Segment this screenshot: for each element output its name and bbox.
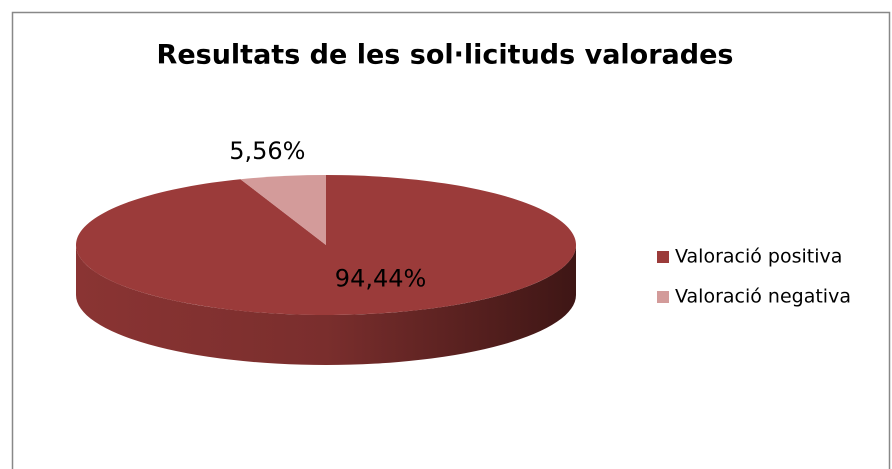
pie-slice [76, 175, 577, 315]
legend-swatch [657, 251, 669, 263]
legend-label: Valoració negativa [675, 286, 851, 308]
data-label: 5,56% [229, 137, 305, 165]
chart-title: Resultats de les sol·licituds valorades [157, 40, 734, 71]
pie-slice [240, 175, 326, 245]
legend-label: Valoració positiva [675, 246, 842, 268]
data-label: 94,44% [335, 264, 427, 292]
pie-side [76, 245, 576, 365]
legend-swatch [657, 291, 669, 303]
